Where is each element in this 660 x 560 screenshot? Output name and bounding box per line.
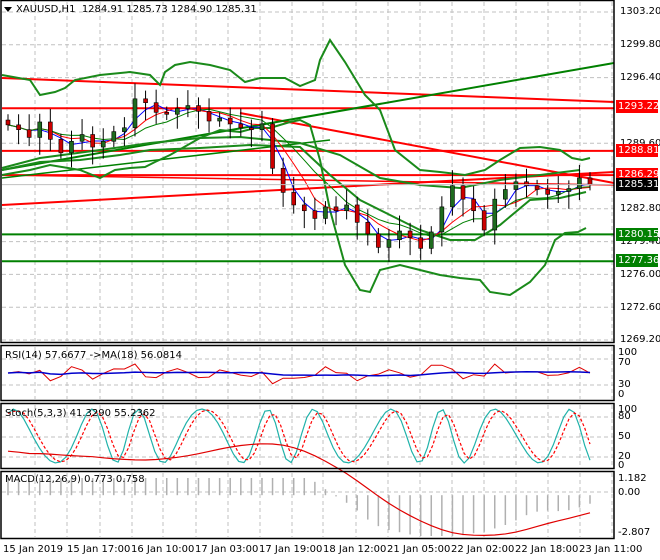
price-tick: 1272.60 [620,302,660,313]
time-tick: 21 Jan 05:00 [387,544,451,555]
stoch-panel[interactable] [7,408,591,464]
price-tick: 1296.40 [620,72,660,83]
resistance-1286-label: 1286.29 [616,168,660,181]
triangle-down-icon[interactable] [4,6,12,12]
stoch-label: Stoch(5,3,3) 41.3290 55.2362 [5,408,156,419]
time-tick: 15 Jan 17:00 [67,544,131,555]
rsi-tick: 30 [618,379,631,390]
ohlc-values: 1284.91 1285.73 1284.90 1285.31 [81,4,257,15]
panel-frames [0,0,615,540]
macd-tick: -2.807 [618,527,651,538]
symbol-label: XAUUSD,H1 [16,4,76,15]
time-tick: 18 Jan 12:00 [323,544,387,555]
macd-panel[interactable] [7,443,591,537]
time-tick: 22 Jan 18:00 [515,544,579,555]
stoch-tick: 20 [618,451,631,462]
price-tick: 1269.20 [620,334,660,345]
time-tick: 17 Jan 03:00 [195,544,259,555]
time-tick: 15 Jan 2019 [3,544,63,555]
stoch-tick: 0 [618,460,625,471]
resistance-1293-label: 1293.22 [616,100,660,113]
macd-tick: 0.00 [618,487,641,498]
macd-label: MACD(12,26,9) 0.773 0.758 [5,474,145,485]
stoch-tick: 50 [618,431,631,442]
price-tick: 1276.00 [620,269,660,280]
price-tick: 1289.60 [620,138,660,149]
stoch-tick: 80 [618,411,631,422]
rsi-label: RSI(14) 57.6677 ->MA(18) 56.0814 [5,350,182,361]
chart-header: XAUUSD,H1 1284.91 1285.73 1284.90 1285.3… [4,4,257,15]
support-1280-label: 1280.15 [616,228,660,241]
time-tick: 23 Jan 11:00 [579,544,643,555]
price-tick: 1299.80 [620,39,660,50]
resistance-1288-label: 1288.81 [616,144,660,157]
time-tick: 16 Jan 10:00 [131,544,195,555]
time-tick: 22 Jan 02:00 [451,544,515,555]
rsi-tick: 70 [618,357,631,368]
rsi-tick: 0 [618,389,625,400]
rsi-tick: 100 [618,347,638,358]
support-1277-label: 1277.36 [616,254,660,267]
main-price-chart[interactable] [1,38,615,297]
price-tick: 1282.80 [620,203,660,214]
stoch-tick: 100 [618,404,638,415]
current-price-label: 1285.31 [616,178,660,191]
rsi-panel[interactable] [7,363,591,385]
price-tick: 1279.40 [620,236,660,247]
time-tick: 17 Jan 19:00 [259,544,323,555]
price-tick: 1303.20 [620,6,660,17]
macd-tick: 1.182 [618,473,647,484]
